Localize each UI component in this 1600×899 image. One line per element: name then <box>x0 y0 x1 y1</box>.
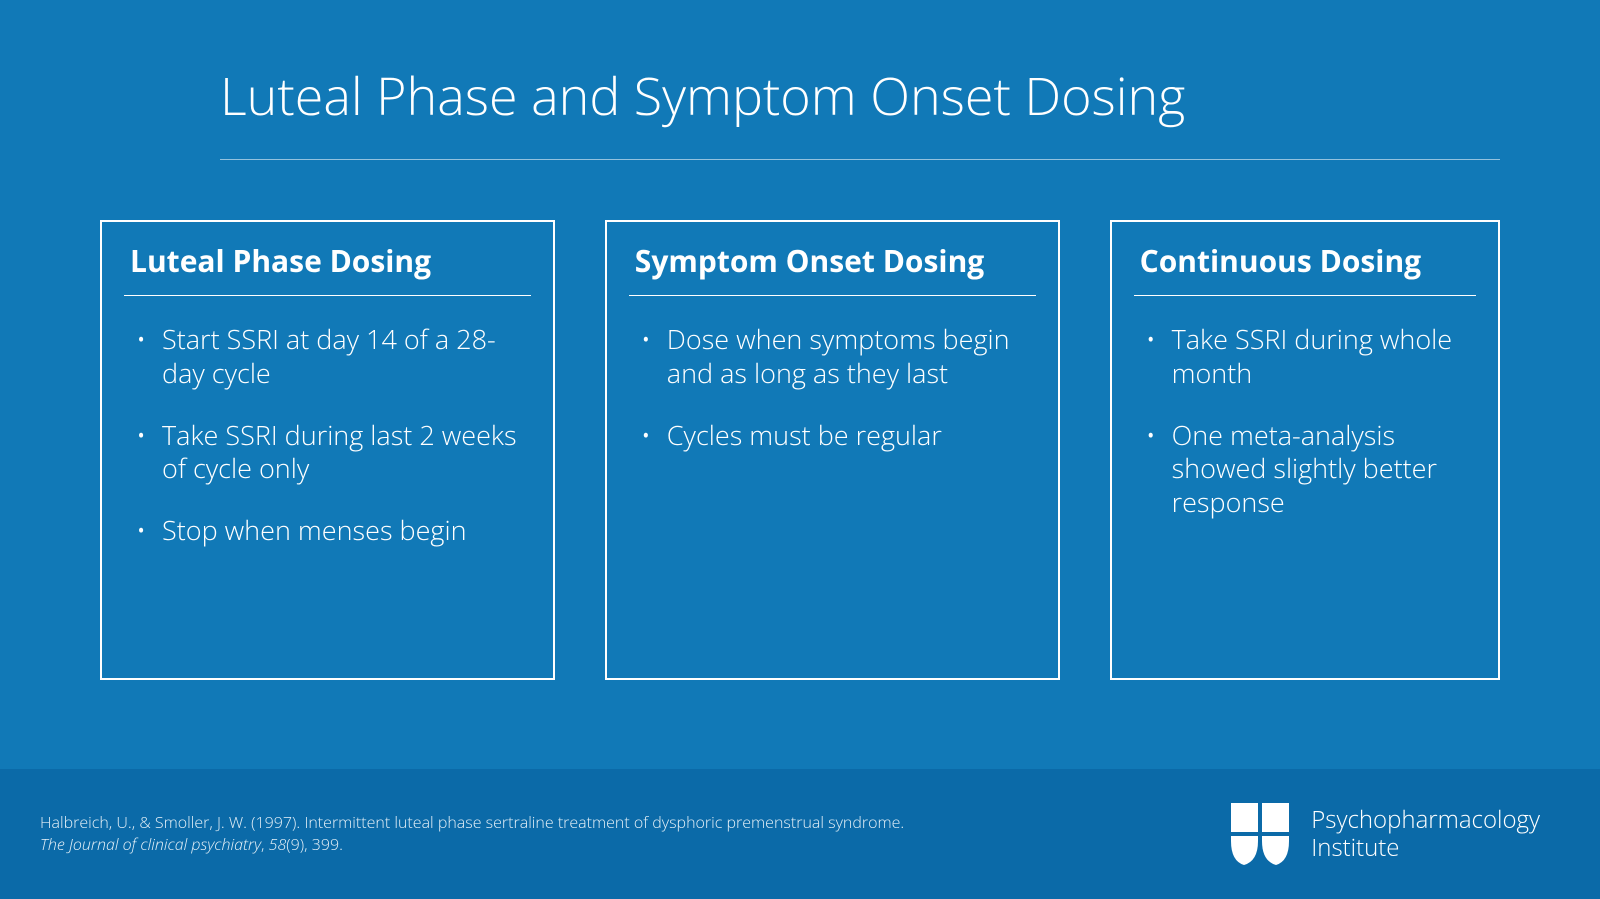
slide: Luteal Phase and Symptom Onset Dosing Lu… <box>0 0 1600 899</box>
citation-issue-pages: (9), 399. <box>286 833 343 855</box>
brand-text: Psychopharmacology Institute <box>1311 806 1540 861</box>
card-title: Continuous Dosing <box>1140 240 1470 281</box>
bullet: One meta-analysis showed slightly better… <box>1142 418 1468 519</box>
header: Luteal Phase and Symptom Onset Dosing <box>0 0 1600 160</box>
card-title: Symptom Onset Dosing <box>635 240 1030 281</box>
bullet: Stop when menses begin <box>132 513 523 547</box>
citation-line1: Halbreich, U., & Smoller, J. W. (1997). … <box>40 812 904 834</box>
shield-icon <box>1229 801 1291 867</box>
citation-journal: The Journal of clinical psychiatry <box>40 833 261 855</box>
bullet: Dose when symptoms begin and as long as … <box>637 322 1028 390</box>
bullet: Start SSRI at day 14 of a 28-day cycle <box>132 322 523 390</box>
card-header: Continuous Dosing <box>1112 222 1498 295</box>
brand-line1: Psychopharmacology <box>1311 806 1540 834</box>
footer: Halbreich, U., & Smoller, J. W. (1997). … <box>0 769 1600 899</box>
card-header: Luteal Phase Dosing <box>102 222 553 295</box>
card-body: Dose when symptoms begin and as long as … <box>607 296 1058 499</box>
brand-line2: Institute <box>1311 834 1540 862</box>
card-body: Take SSRI during whole month One meta-an… <box>1112 296 1498 567</box>
card-continuous: Continuous Dosing Take SSRI during whole… <box>1110 220 1500 680</box>
citation-vol: 58 <box>269 833 287 855</box>
card-body: Start SSRI at day 14 of a 28-day cycle T… <box>102 296 553 595</box>
citation: Halbreich, U., & Smoller, J. W. (1997). … <box>40 812 904 855</box>
card-title: Luteal Phase Dosing <box>130 240 525 281</box>
card-header: Symptom Onset Dosing <box>607 222 1058 295</box>
brand: Psychopharmacology Institute <box>1229 801 1540 867</box>
card-luteal-phase: Luteal Phase Dosing Start SSRI at day 14… <box>100 220 555 680</box>
bullet: Take SSRI during whole month <box>1142 322 1468 390</box>
bullet: Cycles must be regular <box>637 418 1028 452</box>
cards-row: Luteal Phase Dosing Start SSRI at day 14… <box>0 160 1600 769</box>
bullet: Take SSRI during last 2 weeks of cycle o… <box>132 418 523 486</box>
citation-line2: The Journal of clinical psychiatry, 58(9… <box>40 834 904 856</box>
card-symptom-onset: Symptom Onset Dosing Dose when symptoms … <box>605 220 1060 680</box>
slide-title: Luteal Phase and Symptom Onset Dosing <box>220 60 1500 131</box>
